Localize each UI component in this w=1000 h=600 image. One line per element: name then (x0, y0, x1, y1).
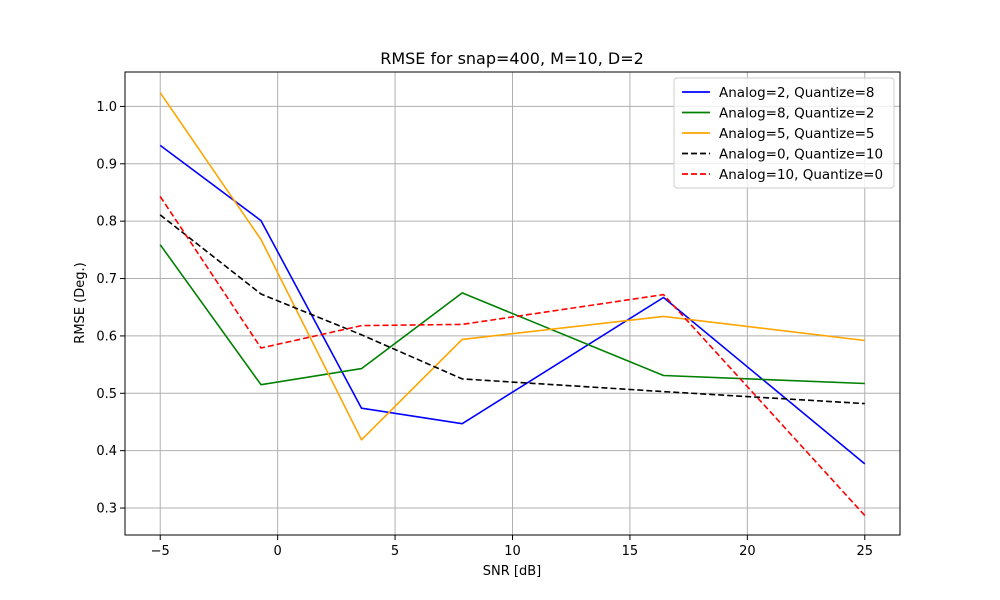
series-line-4 (159, 214, 865, 405)
x-tick-label: 15 (622, 544, 639, 559)
y-tick-label: 0.4 (96, 444, 117, 459)
y-tick-label: 1.0 (96, 100, 117, 115)
y-axis: 0.3 0.4 0.5 0.6 0.7 0.8 0.9 1.0 (96, 100, 125, 517)
y-tick-label: 0.9 (96, 157, 117, 172)
legend-box (673, 77, 895, 189)
legend-label-5: Analog=10, Quantize=0 (719, 167, 883, 183)
y-tick-label: 0.7 (96, 272, 117, 287)
chart-title: RMSE for snap=400, M=10, D=2 (380, 49, 644, 68)
series-line-3 (159, 92, 865, 441)
series-layer (159, 92, 866, 517)
legend-label-4: Analog=0, Quantize=10 (719, 147, 883, 163)
y-tick-label: 0.3 (96, 502, 117, 517)
x-tick-label: 0 (274, 544, 282, 559)
y-axis-label: RMSE (Deg.) (73, 262, 88, 343)
x-axis: −5 0 5 10 15 20 25 (151, 535, 873, 559)
x-tick-label: 20 (739, 544, 756, 559)
y-tick-label: 0.6 (96, 329, 117, 344)
x-axis-label: SNR [dB] (483, 564, 541, 579)
legend-label-3: Analog=5, Quantize=5 (719, 126, 874, 142)
x-tick-label: 10 (504, 544, 521, 559)
legend-label-1: Analog=2, Quantize=8 (719, 85, 874, 101)
series-line-2 (159, 244, 865, 386)
y-tick-label: 0.8 (96, 215, 117, 230)
grid (125, 72, 900, 535)
legend-label-2: Analog=8, Quantize=2 (719, 106, 874, 122)
series-line-5 (159, 196, 866, 517)
y-tick-label: 0.5 (96, 387, 117, 402)
series-line-1 (159, 144, 866, 465)
x-tick-label: −5 (151, 544, 170, 559)
x-tick-label: 25 (856, 544, 873, 559)
x-tick-label: 5 (391, 544, 399, 559)
legend: Analog=2, Quantize=8 Analog=8, Quantize=2… (673, 77, 895, 189)
